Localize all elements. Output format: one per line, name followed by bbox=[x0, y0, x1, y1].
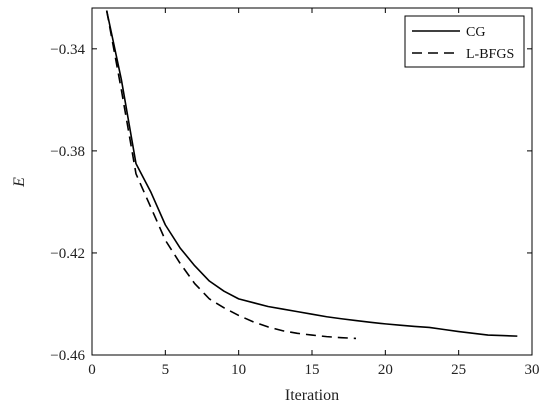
x-tick-label: 5 bbox=[162, 362, 170, 378]
y-tick-label: −0.34 bbox=[50, 42, 85, 58]
y-axis-label: E bbox=[11, 177, 28, 188]
legend: CG L-BFGS bbox=[404, 15, 525, 68]
x-tick-label: 25 bbox=[451, 362, 466, 378]
series-line-l-bfgs bbox=[105, 10, 357, 340]
x-tick-label: 10 bbox=[231, 362, 246, 378]
series-layer bbox=[105, 10, 518, 340]
x-tick-label: 20 bbox=[378, 362, 393, 378]
axis-tick-labels: 0 5 10 15 20 25 30 −0.34 −0.38 −0.42 −0.46 bbox=[50, 42, 539, 378]
y-tick-label: −0.42 bbox=[50, 246, 85, 262]
legend-label-cg: CG bbox=[466, 25, 485, 40]
axis-ticks bbox=[91, 8, 533, 356]
series-line-cg bbox=[105, 10, 518, 337]
x-axis-label: Iteration bbox=[285, 387, 339, 404]
legend-label-lbfgs: L-BFGS bbox=[466, 47, 514, 62]
x-tick-label: 30 bbox=[525, 362, 540, 378]
x-tick-label: 0 bbox=[88, 362, 96, 378]
legend-box bbox=[404, 15, 525, 68]
y-tick-label: −0.38 bbox=[50, 144, 85, 160]
y-tick-label: −0.46 bbox=[50, 348, 85, 364]
x-tick-label: 15 bbox=[305, 362, 320, 378]
